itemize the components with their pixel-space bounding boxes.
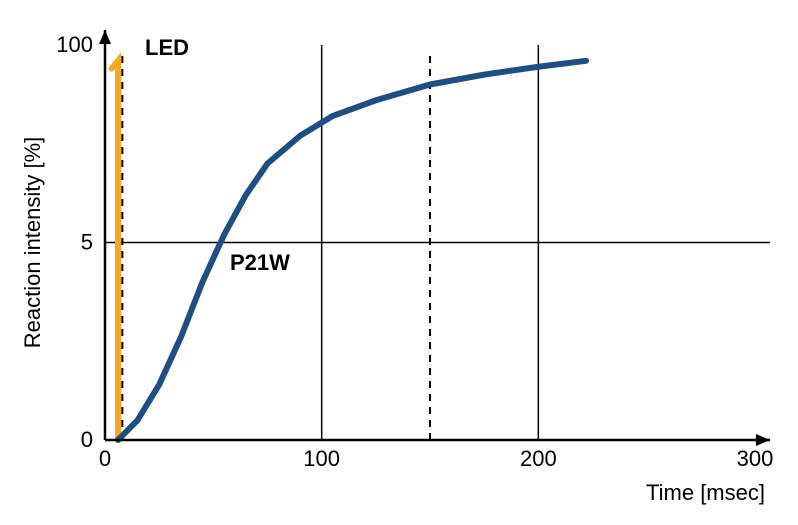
y-axis-label: Reaction intensity [%] (20, 137, 45, 349)
series-label-p21w: P21W (230, 250, 290, 275)
axes (99, 30, 770, 446)
svg-text:200: 200 (520, 446, 557, 471)
svg-text:0: 0 (81, 427, 93, 452)
x-axis-label: Time [msec] (646, 480, 765, 505)
svg-text:0: 0 (99, 446, 111, 471)
series-p21w (118, 61, 586, 440)
svg-text:100: 100 (56, 32, 93, 57)
chart-svg: 0 100 200 300 0 5 100 Reaction intensity [%] T… (0, 0, 798, 525)
grid-lines (105, 45, 770, 440)
dashed-markers (122, 50, 430, 440)
svg-text:300: 300 (737, 446, 774, 471)
series-led (112, 61, 119, 440)
tick-labels: 0 100 200 300 0 5 100 (56, 32, 773, 471)
svg-text:100: 100 (303, 446, 340, 471)
svg-text:5: 5 (81, 230, 93, 255)
reaction-time-chart: 0 100 200 300 0 5 100 Reaction intensity [%] T… (0, 0, 798, 525)
series-label-led: LED (145, 35, 189, 60)
